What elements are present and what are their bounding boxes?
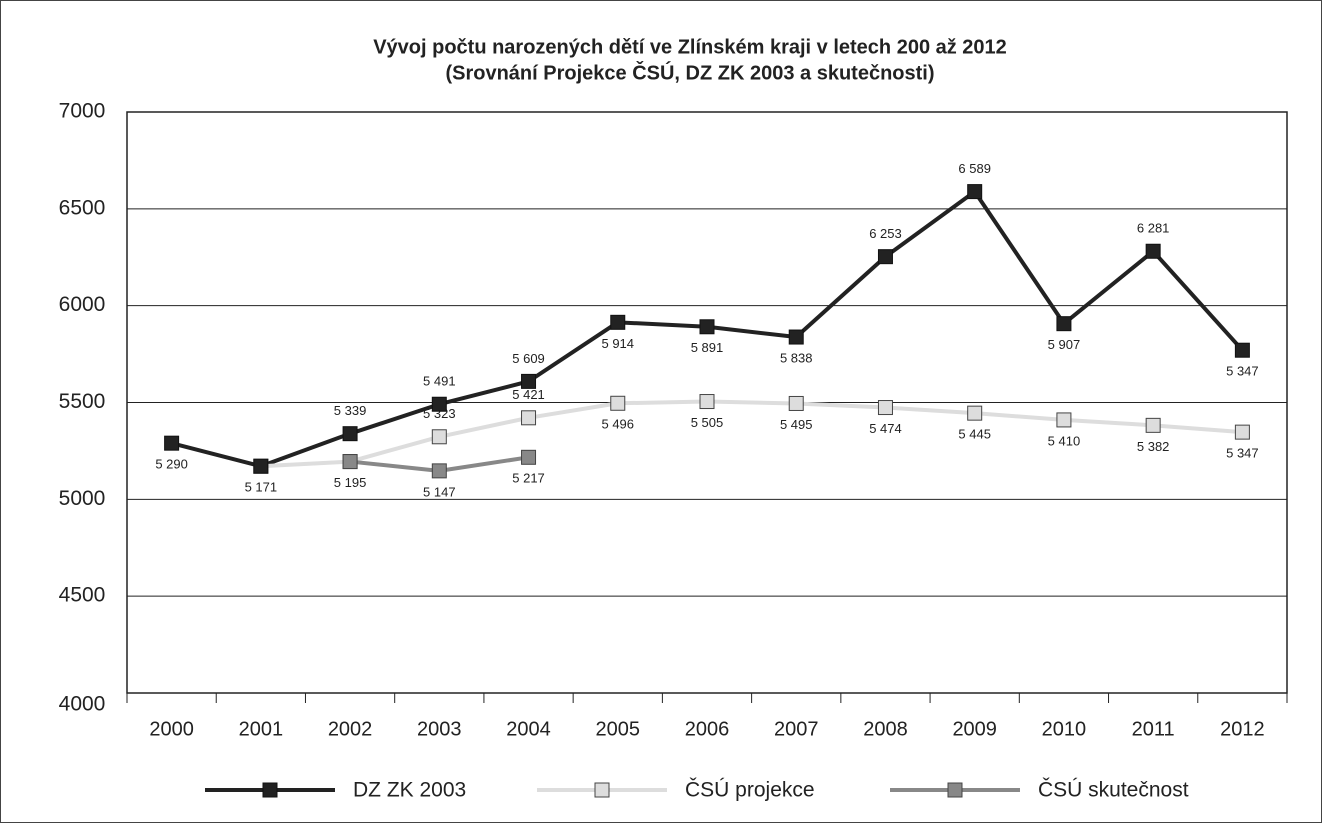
x-tick-label: 2004	[506, 718, 551, 740]
x-tick-label: 2006	[685, 718, 730, 740]
data-label: 5 382	[1137, 439, 1170, 454]
x-tick-label: 2011	[1132, 718, 1175, 740]
marker	[521, 410, 537, 426]
y-tick-label: 6000	[59, 293, 106, 316]
y-tick-label: 5000	[59, 487, 106, 510]
data-label: 5 445	[958, 427, 991, 442]
marker	[788, 329, 804, 345]
y-tick-label: 5500	[59, 390, 106, 413]
x-tick-label: 2012	[1220, 718, 1265, 740]
data-label: 5 290	[155, 457, 188, 472]
x-tick-label: 2000	[149, 718, 194, 740]
marker	[342, 454, 358, 470]
legend-label: ČSÚ projekce	[685, 779, 815, 802]
x-tick-label: 2010	[1042, 718, 1087, 740]
series-line	[260, 399, 1243, 469]
data-label: 5 491	[423, 374, 456, 389]
x-tick-label: 2008	[863, 718, 908, 740]
data-label: 5 421	[512, 387, 545, 402]
data-label: 6 589	[958, 161, 991, 176]
data-label: 5 410	[1048, 433, 1081, 448]
chart-title: Vývoj počtu narozených dětí ve Zlínském …	[373, 36, 1007, 58]
marker	[431, 463, 447, 479]
marker	[253, 458, 269, 474]
y-tick-label: 6500	[59, 196, 106, 219]
marker	[1234, 342, 1250, 358]
data-label: 5 474	[869, 421, 902, 436]
y-tick-label: 7000	[59, 100, 106, 123]
legend-marker	[262, 782, 278, 798]
legend-marker	[947, 782, 963, 798]
x-tick-label: 2003	[417, 718, 462, 740]
y-tick-label: 4000	[59, 693, 106, 716]
data-label: 5 347	[1226, 446, 1259, 461]
marker	[164, 435, 180, 451]
chart-subtitle: (Srovnání Projekce ČSÚ, DZ ZK 2003 a sku…	[445, 60, 934, 84]
data-label: 5 339	[334, 403, 367, 418]
x-tick-label: 2001	[239, 718, 284, 740]
marker	[967, 405, 983, 421]
marker	[610, 395, 626, 411]
marker	[1234, 424, 1250, 440]
legend-label: DZ ZK 2003	[353, 779, 466, 802]
marker	[877, 249, 893, 265]
marker	[699, 394, 715, 410]
data-label: 5 495	[780, 417, 813, 432]
x-tick-label: 2002	[328, 718, 373, 740]
data-label: 5 323	[423, 406, 456, 421]
data-label: 5 505	[691, 415, 724, 430]
data-label: 5 496	[601, 417, 634, 432]
legend-label: ČSÚ skutečnost	[1038, 779, 1189, 802]
marker	[1056, 412, 1072, 428]
marker	[1056, 316, 1072, 332]
marker	[877, 400, 893, 416]
y-tick-label: 4500	[59, 584, 106, 607]
data-label: 6 281	[1137, 221, 1170, 236]
data-label: 5 907	[1048, 337, 1081, 352]
data-label: 5 195	[334, 475, 367, 490]
marker	[342, 426, 358, 442]
x-tick-label: 2005	[596, 718, 641, 740]
data-label: 5 891	[691, 340, 724, 355]
marker	[1145, 243, 1161, 259]
marker	[521, 449, 537, 465]
legend-marker	[594, 782, 610, 798]
x-tick-label: 2009	[952, 718, 997, 740]
marker	[1145, 417, 1161, 433]
marker	[699, 319, 715, 335]
marker	[521, 373, 537, 389]
data-label: 6 253	[869, 226, 902, 241]
x-tick-label: 2007	[774, 718, 819, 740]
marker	[610, 314, 626, 330]
annotation: 5 347	[1226, 364, 1259, 379]
marker	[431, 396, 447, 412]
data-label: 5 838	[780, 350, 813, 365]
data-label: 5 147	[423, 484, 456, 499]
marker	[788, 395, 804, 411]
data-label: 5 914	[601, 336, 634, 351]
data-label: 5 171	[245, 480, 278, 495]
marker	[967, 184, 983, 200]
data-label: 5 609	[512, 351, 545, 366]
data-label: 5 217	[512, 471, 545, 486]
marker	[431, 429, 447, 445]
